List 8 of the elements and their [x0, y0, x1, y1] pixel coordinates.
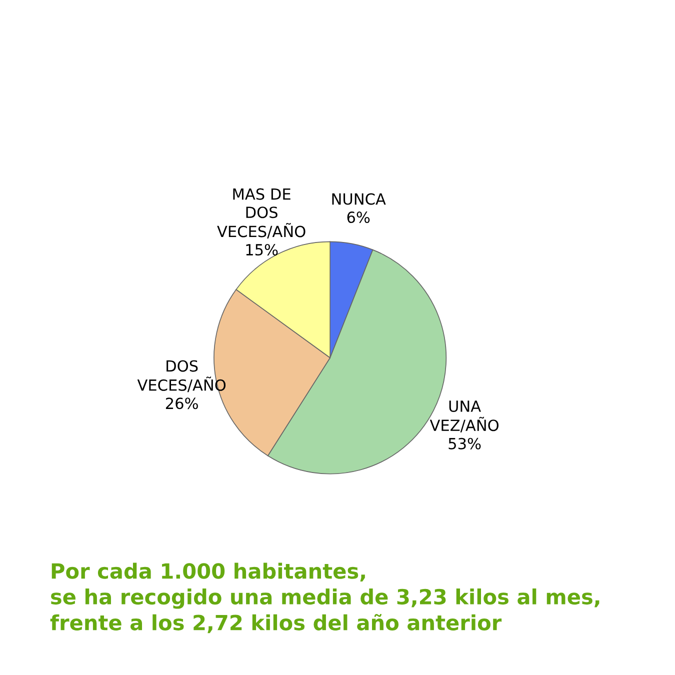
- slice-label: NUNCA: [332, 193, 386, 205]
- data-label: 26%: [166, 398, 198, 410]
- slice-label: UNA VEZ/AÑO: [430, 400, 499, 432]
- text: Por cada 1.000 habitantes, se ha recogido una media de 3,23 kilos al mes, frente a los 2,72 kilos del año anterior: [50, 562, 600, 634]
- data-label: 6%: [347, 212, 370, 224]
- slice-label: MAS DE DOS VECES/AÑO: [217, 188, 306, 238]
- data-label: 15%: [246, 244, 278, 256]
- data-label: 53%: [448, 438, 481, 450]
